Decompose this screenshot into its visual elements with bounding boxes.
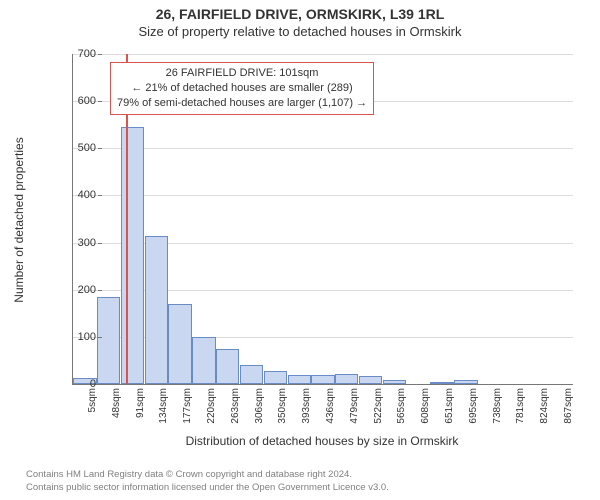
footer-line-2: Contains public sector information licen… — [26, 482, 389, 494]
x-tick-label: 608sqm — [420, 388, 431, 424]
page-subtitle: Size of property relative to detached ho… — [0, 22, 600, 39]
histogram-bar — [335, 374, 358, 384]
y-axis-label: Number of detached properties — [12, 137, 26, 302]
y-tick-label: 700 — [60, 48, 96, 60]
histogram-bar — [454, 380, 477, 384]
legend-box: 26 FAIRFIELD DRIVE: 101sqm ← 21% of deta… — [110, 62, 374, 115]
x-tick-label: 738sqm — [492, 388, 503, 424]
y-tick-label: 300 — [60, 237, 96, 249]
histogram-bar — [383, 380, 406, 384]
x-tick-label: 263sqm — [230, 388, 241, 424]
gridline — [73, 148, 573, 149]
y-tick-label: 400 — [60, 189, 96, 201]
x-tick-label: 220sqm — [206, 388, 217, 424]
histogram-bar — [121, 127, 144, 384]
x-tick-label: 824sqm — [539, 388, 550, 424]
x-tick-label: 393sqm — [301, 388, 312, 424]
histogram-bar — [168, 304, 191, 384]
x-tick-label: 479sqm — [349, 388, 360, 424]
x-axis-label: Distribution of detached houses by size … — [72, 434, 572, 448]
histogram-bar — [240, 365, 263, 384]
x-tick-label: 350sqm — [277, 388, 288, 424]
histogram-bar — [311, 375, 334, 384]
y-tick-label: 600 — [60, 95, 96, 107]
histogram-bar — [359, 376, 382, 384]
x-tick-label: 134sqm — [158, 388, 169, 424]
histogram-bar — [288, 375, 311, 384]
footer: Contains HM Land Registry data © Crown c… — [26, 469, 389, 494]
chart-container: 26, FAIRFIELD DRIVE, ORMSKIRK, L39 1RL S… — [0, 0, 600, 500]
x-tick-label: 867sqm — [563, 388, 574, 424]
x-tick-label: 781sqm — [515, 388, 526, 424]
x-tick-label: 48sqm — [111, 388, 122, 418]
histogram-bar — [97, 297, 120, 384]
histogram-bar — [145, 236, 168, 385]
page-title: 26, FAIRFIELD DRIVE, ORMSKIRK, L39 1RL — [0, 0, 600, 22]
y-tick-label: 100 — [60, 331, 96, 343]
histogram-bar — [264, 371, 287, 384]
footer-line-1: Contains HM Land Registry data © Crown c… — [26, 469, 389, 481]
x-tick-label: 695sqm — [468, 388, 479, 424]
legend-line-2: ← 21% of detached houses are smaller (28… — [117, 81, 367, 96]
x-tick-label: 306sqm — [254, 388, 265, 424]
histogram-bar — [430, 382, 453, 384]
legend-line-3: 79% of semi-detached houses are larger (… — [117, 96, 367, 111]
x-tick-label: 177sqm — [182, 388, 193, 424]
x-tick-label: 651sqm — [444, 388, 455, 424]
x-tick-label: 565sqm — [396, 388, 407, 424]
histogram-bar — [192, 337, 215, 384]
x-tick-label: 436sqm — [325, 388, 336, 424]
gridline — [73, 54, 573, 55]
x-tick-label: 522sqm — [373, 388, 384, 424]
y-tick-label: 500 — [60, 142, 96, 154]
x-tick-label: 5sqm — [87, 388, 98, 412]
legend-line-1: 26 FAIRFIELD DRIVE: 101sqm — [117, 66, 367, 81]
x-tick-label: 91sqm — [135, 388, 146, 418]
gridline — [73, 195, 573, 196]
y-tick-label: 200 — [60, 284, 96, 296]
histogram-bar — [216, 349, 239, 384]
